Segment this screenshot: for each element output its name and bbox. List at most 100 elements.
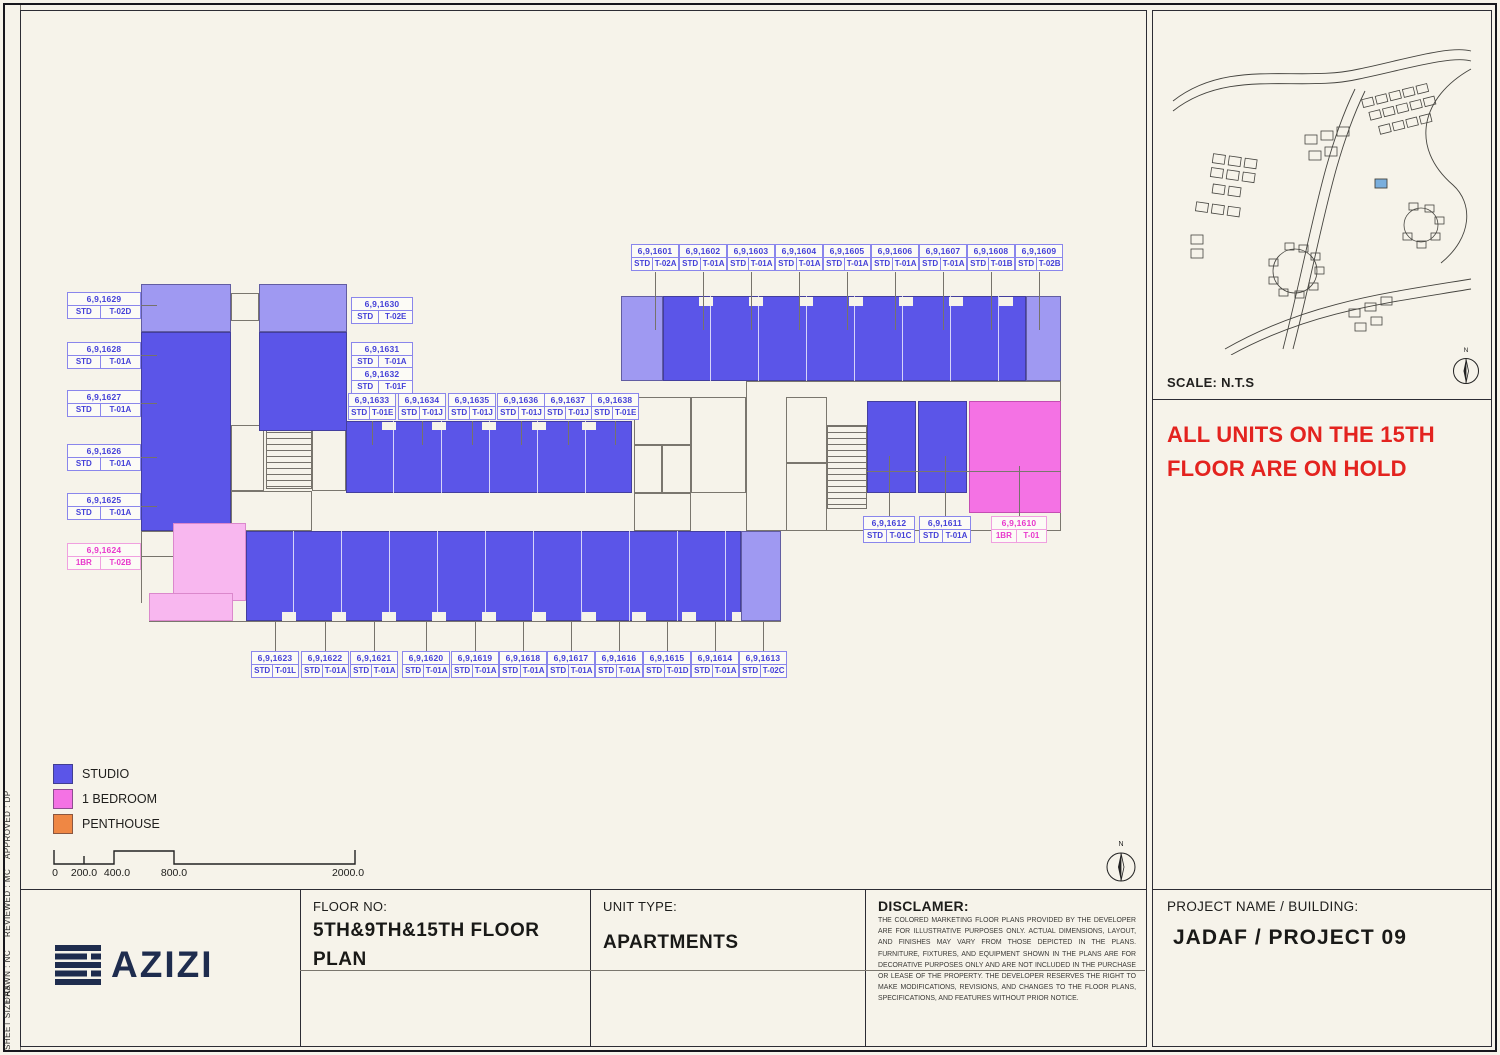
wall-room [231, 425, 264, 491]
legend-item-studio: STUDIO [53, 764, 129, 784]
leader-line [523, 621, 524, 651]
svg-text:N: N [1464, 347, 1469, 354]
leader-line [141, 355, 157, 356]
leader-line [889, 456, 890, 516]
unit-label: 6,9,1623 STD T-01L [251, 651, 299, 678]
unit-label: 6,9,1632 STD T-01F [351, 367, 413, 394]
unit-block-1629 [141, 284, 231, 332]
leader-line [422, 421, 423, 445]
floor-no-label: FLOOR NO: [313, 899, 388, 914]
project-name-value: JADAF / PROJECT 09 [1173, 926, 1407, 949]
unit-label: 6,9,1629 STD T-02D [67, 292, 141, 319]
unit-label: 6,9,1613 STD T-02C [739, 651, 787, 678]
unit-label: 6,9,1616 STD T-01A [595, 651, 643, 678]
unit-dividers [663, 296, 1026, 381]
unit-label: 6,9,1620 STD T-01A [402, 651, 450, 678]
floor-plan-panel: 6,9,1601 STD T-02A 6,9,1602 STD T-01A 6,9,16… [20, 10, 1147, 891]
scale-bar [53, 850, 356, 865]
floor-no-cell: FLOOR NO: 5TH&9TH&15TH FLOOR PLAN [300, 889, 592, 1047]
legend-label: PENTHOUSE [82, 817, 160, 831]
legend-label: STUDIO [82, 767, 130, 781]
wall-room [231, 293, 259, 321]
one-bedroom-swatch [53, 789, 73, 809]
unit-type-label: UNIT TYPE: [603, 899, 678, 914]
leader-line [472, 421, 473, 445]
wall-room [786, 463, 827, 531]
unit-block-1601 [621, 296, 663, 381]
unit-label: 6,9,1635 STD T-01J [448, 393, 496, 420]
sheet-border [3, 3, 1497, 1052]
sheet-size-text: SHEET SIZE A3 [3, 985, 12, 1050]
azizi-logo: AZIZI [55, 944, 213, 986]
wall-room [691, 397, 746, 493]
wall-line [149, 621, 781, 622]
leader-line [715, 621, 716, 651]
disclaimer-text: THE COLORED MARKETING FLOOR PLANS PROVID… [878, 917, 1136, 1003]
unit-block-1630 [259, 284, 347, 332]
wall-room [231, 491, 312, 531]
staircase-hatch [827, 425, 867, 509]
unit-label: 6,9,1607 STD T-01A [919, 244, 967, 271]
unit-label: 6,9,1626 STD T-01A [67, 444, 141, 471]
leader-line [141, 305, 157, 306]
unit-label: 6,9,1606 STD T-01A [871, 244, 919, 271]
unit-block-1613 [741, 531, 781, 621]
unit-label: 6,9,1612 STD T-01C [863, 516, 915, 543]
unit-block-1609 [1026, 296, 1061, 381]
wall-room [662, 445, 691, 493]
wall-line [867, 471, 1061, 472]
unit-label: 6,9,1630 STD T-02E [351, 297, 413, 324]
wall-room [634, 397, 691, 445]
unit-label: 6,9,1615 STD T-01D [643, 651, 691, 678]
unit-block-1631-1632 [259, 332, 347, 431]
unit-label: 6,9,1628 STD T-01A [67, 342, 141, 369]
leader-line [568, 421, 569, 445]
unit-label: 6,9,1625 STD T-01A [67, 493, 141, 520]
unit-label: 6,9,1636 STD T-01J [497, 393, 545, 420]
unit-label: 6,9,1633 STD T-01E [348, 393, 396, 420]
map-scale-label: SCALE: N.T.S [1167, 375, 1255, 390]
unit-block-left-wing [141, 332, 231, 531]
leader-line [521, 421, 522, 445]
leader-line [945, 456, 946, 516]
leader-line [799, 272, 800, 330]
balcony-notches [246, 612, 741, 621]
unit-label: 6,9,1619 STD T-01A [451, 651, 499, 678]
unit-label: 6,9,1614 STD T-01A [691, 651, 739, 678]
unit-label: 6,9,1604 STD T-01A [775, 244, 823, 271]
reviewed-by-text: REVIEWED : MC [3, 868, 12, 938]
unit-label: 6,9,1608 STD T-01B [967, 244, 1015, 271]
highlighted-building [1374, 178, 1388, 189]
logo-cell: AZIZI [20, 889, 302, 1047]
project-cell: PROJECT NAME / BUILDING: JADAF / PROJECT… [1152, 889, 1492, 1047]
unit-label: 6,9,1638 STD T-01E [591, 393, 639, 420]
disclaimer-label: DISCLAMER: [878, 898, 969, 914]
wall-room [312, 425, 346, 491]
legend-item-penthouse: PENTHOUSE [53, 814, 160, 834]
unit-label: 6,9,1603 STD T-01A [727, 244, 775, 271]
leader-line [615, 421, 616, 445]
leader-line [655, 272, 656, 330]
leader-line [325, 621, 326, 651]
unit-label: 6,9,1622 STD T-01A [301, 651, 349, 678]
azizi-logo-icon [55, 945, 101, 985]
leader-line [667, 621, 668, 651]
unit-dividers [246, 531, 741, 621]
leader-line [1039, 272, 1040, 330]
unit-label: 6,9,1605 STD T-01A [823, 244, 871, 271]
leader-line [619, 621, 620, 651]
unit-dividers [346, 421, 632, 493]
unit-label: 6,9,1611 STD T-01A [919, 516, 971, 543]
hold-notice-text: ALL UNITS ON THE 15TH FLOOR ARE ON HOLD [1167, 422, 1435, 482]
leader-line [275, 621, 276, 651]
unit-label: 6,9,1609 STD T-02B [1015, 244, 1063, 271]
leader-line [475, 621, 476, 651]
unit-type-cell: UNIT TYPE: APARTMENTS [590, 889, 867, 1047]
unit-label: 6,9,1621 STD T-01A [350, 651, 398, 678]
studio-swatch [53, 764, 73, 784]
unit-label: 6,9,1601 STD T-02A [631, 244, 679, 271]
wall-room [634, 445, 662, 493]
leader-line [703, 272, 704, 330]
notice-panel: ALL UNITS ON THE 15TH FLOOR ARE ON HOLD [1152, 399, 1492, 891]
unit-label: 6,9,1627 STD T-01A [67, 390, 141, 417]
